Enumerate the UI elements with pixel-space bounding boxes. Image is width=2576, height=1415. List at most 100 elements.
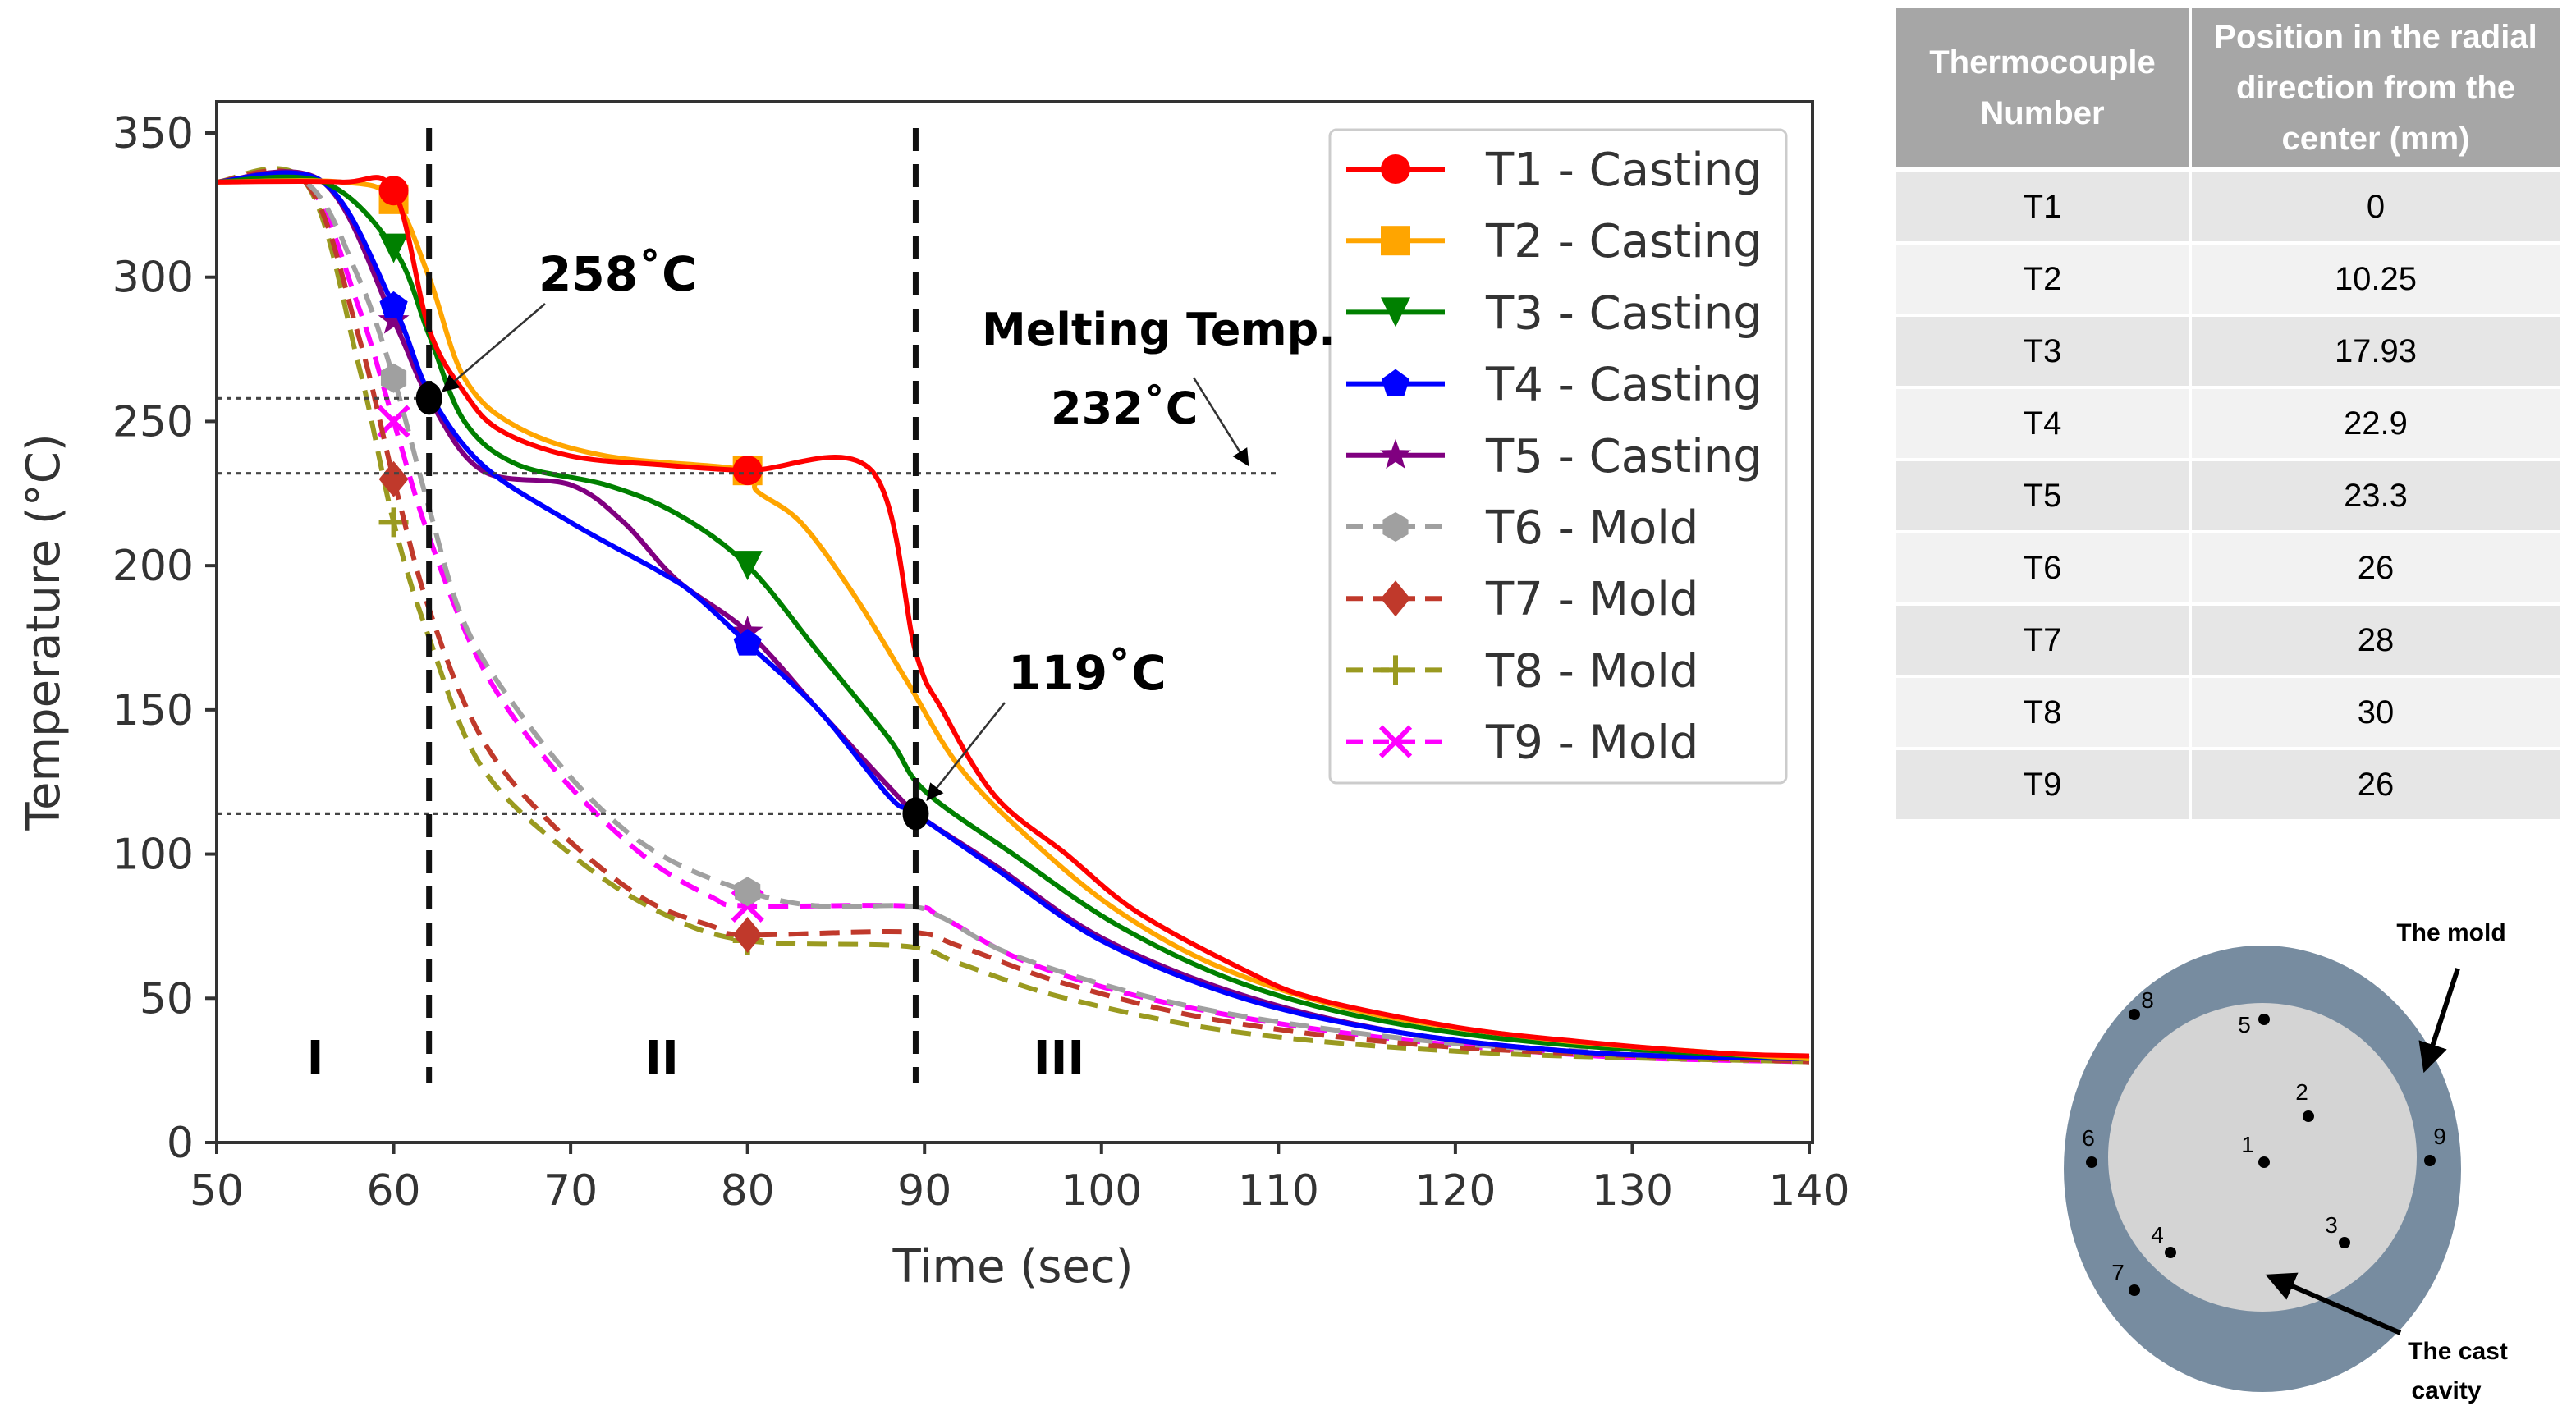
highlight-point xyxy=(415,382,442,415)
diamond-marker xyxy=(732,916,763,953)
table-row: T8 30 xyxy=(1896,676,2563,750)
radial-position-cell: 22.9 xyxy=(2190,387,2563,461)
series-t4 xyxy=(216,170,1810,1062)
radial-position-cell: 28 xyxy=(2190,604,2563,678)
diamond-marker xyxy=(1381,580,1410,617)
thermocouple-number-cell: T7 xyxy=(1896,604,2192,678)
series-line xyxy=(216,167,1810,1065)
thermocouple-number-cell: T2 xyxy=(1896,243,2192,317)
thermocouple-number-cell: T8 xyxy=(1896,676,2192,750)
table-row: T6 26 xyxy=(1896,532,2563,606)
x-tick-label: 50 xyxy=(190,1166,244,1216)
hexagon-marker xyxy=(380,363,407,393)
y-tick-label: 0 xyxy=(167,1119,194,1168)
x-tick-label: 70 xyxy=(543,1166,598,1216)
thermocouple-dot xyxy=(2258,1014,2270,1025)
legend-box xyxy=(1328,128,1788,785)
radial-position-cell: 17.93 xyxy=(2190,315,2563,389)
series-line xyxy=(216,170,1810,1065)
y-axis-label: Temperature (°C) xyxy=(17,433,71,831)
thermocouple-number-cell: T9 xyxy=(1896,749,2192,822)
thermocouple-number-cell: T3 xyxy=(1896,315,2192,389)
table-row: T2 10.25 xyxy=(1896,243,2563,317)
table-row: T1 0 xyxy=(1896,170,2563,245)
thermocouple-point-label: 7 xyxy=(2111,1260,2125,1285)
mold-cross-section-diagram: 1 2 3 4 5 6 7 8 9 The mold The cast cavity xyxy=(2064,919,2508,1404)
thermocouple-point-label: 5 xyxy=(2238,1012,2251,1037)
region-label-2: II xyxy=(644,1032,679,1085)
legend-label: T2 - Casting xyxy=(1485,215,1762,268)
legend-label: T9 - Mold xyxy=(1485,717,1698,770)
table-row: T3 17.93 xyxy=(1896,315,2563,389)
legend-entry: T2 - Casting xyxy=(1346,215,1762,268)
cavity-label-line1: The cast xyxy=(2408,1338,2508,1365)
plot-frame xyxy=(215,100,1814,1144)
table-row: T5 23.3 xyxy=(1896,460,2563,533)
thermocouple-table: Thermocouple Number Position in the radi… xyxy=(1896,8,2563,822)
temperature-chart: 50 60 70 80 90 100 110 120 130 140050100150200250… xyxy=(17,100,1850,1294)
thermocouple-dot xyxy=(2339,1237,2350,1248)
y-tick-label: 250 xyxy=(112,397,194,446)
annotation-119: 119˚C xyxy=(1008,645,1167,701)
triangle-down-marker xyxy=(732,551,763,581)
thermocouple-point-label: 6 xyxy=(2082,1125,2095,1151)
cavity-label-line2: cavity xyxy=(2411,1377,2481,1404)
thermocouple-number-cell: T5 xyxy=(1896,460,2192,533)
legend-label: T8 - Mold xyxy=(1485,644,1698,698)
hexagon-marker xyxy=(1382,512,1409,542)
annotation-melting-temp: Melting Temp. xyxy=(982,304,1336,355)
thermocouple-dot xyxy=(2424,1155,2436,1166)
radial-position-cell: 0 xyxy=(2190,170,2563,245)
thermocouple-number-cell: T6 xyxy=(1896,532,2192,606)
cavity-arrow xyxy=(2265,1272,2402,1335)
hexagon-marker xyxy=(735,877,761,907)
mold-arrow xyxy=(2418,968,2460,1074)
arrow-119 xyxy=(926,702,1006,802)
legend-entry: T7 - Mold xyxy=(1346,573,1698,626)
x-tick-label: 100 xyxy=(1061,1166,1142,1216)
x-tick-label: 60 xyxy=(366,1166,420,1216)
legend-entry: T5 - Casting xyxy=(1346,430,1762,483)
x-axis-label: Time (sec) xyxy=(892,1240,1134,1294)
annotation-258: 258˚C xyxy=(539,246,697,302)
circle-marker xyxy=(378,176,409,206)
diamond-marker xyxy=(378,460,409,497)
thermocouple-point-label: 4 xyxy=(2151,1222,2164,1248)
legend-label: T5 - Casting xyxy=(1485,430,1762,483)
table-row: T7 28 xyxy=(1896,604,2563,678)
x-marker xyxy=(1378,725,1413,758)
header-thermocouple-number: Thermocouple Number xyxy=(1896,8,2192,172)
x-tick-label: 130 xyxy=(1592,1166,1673,1216)
circle-marker xyxy=(1381,154,1410,184)
legend-entry: T4 - Casting xyxy=(1346,359,1762,412)
mold-label: The mold xyxy=(2396,919,2505,946)
thermocouple-dot xyxy=(2258,1156,2270,1168)
thermocouple-point-label: 8 xyxy=(2141,987,2154,1013)
circle-marker xyxy=(732,456,763,486)
radial-position-cell: 23.3 xyxy=(2190,460,2563,533)
y-tick-label: 200 xyxy=(112,542,194,591)
legend-entry: T6 - Mold xyxy=(1346,501,1698,555)
y-tick-label: 50 xyxy=(140,974,194,1023)
y-tick-label: 100 xyxy=(112,831,194,880)
legend: T1 - Casting T2 - Casting T3 - Casting T4 -… xyxy=(1328,128,1788,785)
thermocouple-dot xyxy=(2086,1156,2097,1168)
table-row: T4 22.9 xyxy=(1896,387,2563,461)
star-marker xyxy=(378,304,410,334)
thermocouple-dot xyxy=(2129,1284,2140,1296)
triangle-down-marker xyxy=(378,233,409,263)
legend-entry: T9 - Mold xyxy=(1346,717,1698,770)
triangle-down-marker xyxy=(1381,297,1410,327)
thermocouple-point-label: 2 xyxy=(2295,1079,2308,1105)
radial-position-cell: 26 xyxy=(2190,532,2563,606)
star-marker xyxy=(1379,438,1412,469)
x-tick-label: 120 xyxy=(1414,1166,1496,1216)
pentagon-marker xyxy=(733,629,762,656)
series-line xyxy=(216,170,1810,1062)
y-tick-label: 350 xyxy=(112,109,194,158)
thermocouple-dot xyxy=(2303,1110,2314,1122)
thermocouple-point-label: 3 xyxy=(2325,1212,2338,1238)
highlight-point xyxy=(902,797,929,831)
arrow-melting xyxy=(1192,377,1249,467)
table-row: T9 26 xyxy=(1896,749,2563,822)
